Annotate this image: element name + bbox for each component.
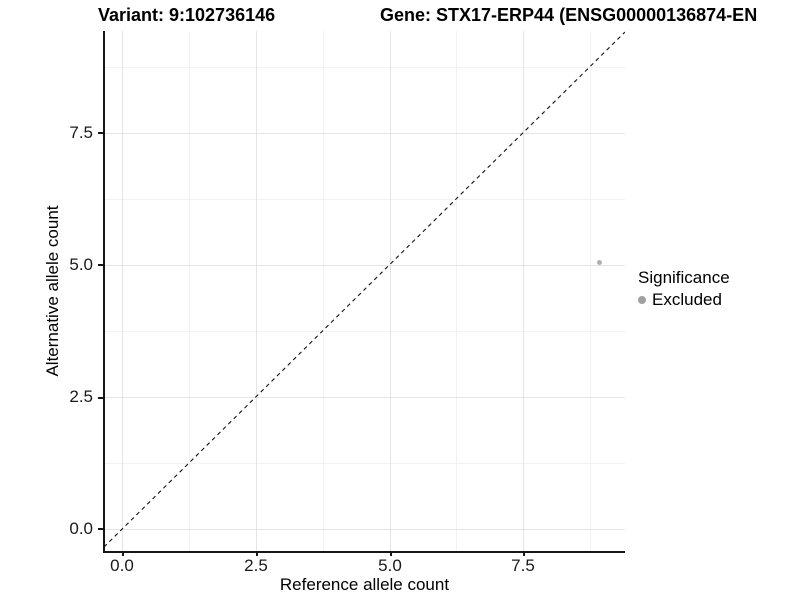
identity-line <box>104 31 625 548</box>
x-tick-label: 7.5 <box>511 556 535 575</box>
x-tick-label: 0.0 <box>110 556 134 575</box>
gridline-major-v <box>122 31 123 551</box>
x-tick <box>390 551 392 556</box>
data-point-excluded <box>597 260 602 265</box>
gridline-major-h <box>104 397 625 398</box>
plot-panel <box>104 31 625 551</box>
x-tick <box>523 551 525 556</box>
gridline-minor-v <box>189 31 190 551</box>
gridline-major-h <box>104 133 625 134</box>
y-tick <box>98 132 103 134</box>
gridline-minor-v <box>590 31 591 551</box>
x-tick <box>256 551 258 556</box>
y-tick <box>98 264 103 266</box>
y-tick-label: 2.5 <box>69 387 93 406</box>
y-tick <box>98 528 103 530</box>
x-tick-label: 2.5 <box>244 556 268 575</box>
gridline-minor-v <box>323 31 324 551</box>
gridline-minor-h <box>104 463 625 464</box>
gridline-minor-h <box>104 331 625 332</box>
legend-point-icon <box>638 296 646 304</box>
legend-item-label: Excluded <box>652 290 722 309</box>
variant-title: Variant: 9:102736146 <box>98 5 276 25</box>
y-tick-label: 7.5 <box>69 123 93 142</box>
gene-title: Gene: STX17-ERP44 (ENSG00000136874-EN <box>380 5 758 25</box>
gridline-major-h <box>104 529 625 530</box>
x-axis-line <box>103 551 625 553</box>
gridline-minor-h <box>104 199 625 200</box>
legend-title: Significance <box>638 268 730 287</box>
y-tick-label: 0.0 <box>69 519 93 538</box>
gridline-major-v <box>256 31 257 551</box>
x-tick <box>122 551 124 556</box>
legend-item-excluded: Excluded <box>638 290 730 310</box>
gridline-minor-h <box>104 67 625 68</box>
x-axis-title: Reference allele count <box>279 575 450 594</box>
gridline-major-v <box>390 31 391 551</box>
legend: Significance Excluded <box>638 267 730 310</box>
y-tick <box>98 397 103 399</box>
y-axis-line <box>103 31 105 553</box>
gridline-major-v <box>523 31 524 551</box>
y-axis-title: Alternative allele count <box>43 205 62 377</box>
x-tick-label: 5.0 <box>378 556 402 575</box>
gridline-minor-v <box>456 31 457 551</box>
y-tick-label: 5.0 <box>69 255 93 274</box>
gridline-major-h <box>104 265 625 266</box>
